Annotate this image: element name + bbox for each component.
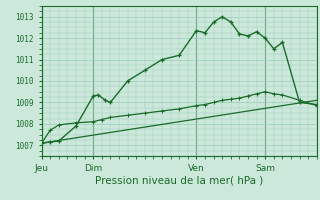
X-axis label: Pression niveau de la mer( hPa ): Pression niveau de la mer( hPa ) <box>95 175 263 185</box>
